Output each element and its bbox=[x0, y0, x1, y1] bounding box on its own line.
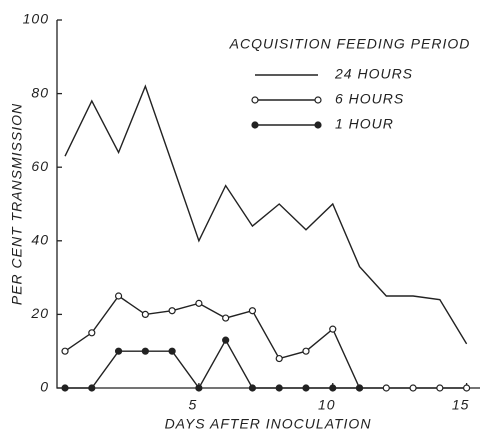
legend-title: ACQUISITION FEEDING PERIOD bbox=[229, 36, 471, 52]
point-marker bbox=[248, 384, 257, 392]
point-marker bbox=[275, 354, 283, 363]
point-marker bbox=[195, 299, 203, 307]
point-marker bbox=[409, 384, 417, 392]
legend-label: 6 HOURS bbox=[335, 91, 404, 107]
point-marker bbox=[436, 384, 444, 392]
point-marker bbox=[251, 121, 259, 129]
point-marker bbox=[251, 96, 259, 104]
series-line bbox=[64, 84, 468, 345]
point-marker bbox=[114, 292, 123, 300]
point-marker bbox=[114, 347, 123, 355]
point-marker bbox=[195, 384, 203, 392]
point-marker bbox=[168, 307, 176, 315]
point-marker bbox=[275, 384, 283, 392]
point-marker bbox=[329, 384, 337, 392]
point-marker bbox=[463, 384, 471, 392]
point-marker bbox=[141, 310, 149, 318]
legend-label: 1 HOUR bbox=[335, 116, 394, 132]
x-axis-label: DAYS AFTER INOCULATION bbox=[165, 416, 372, 432]
y-tick-label: 100 bbox=[23, 11, 49, 27]
legend-label: 24 HOURS bbox=[334, 66, 413, 82]
series-line bbox=[65, 338, 360, 390]
point-marker bbox=[61, 384, 69, 392]
y-tick-label: 0 bbox=[40, 379, 49, 395]
point-marker bbox=[302, 347, 310, 355]
point-marker bbox=[222, 336, 230, 344]
x-tick-label: 5 bbox=[188, 397, 197, 413]
point-marker bbox=[88, 384, 96, 392]
y-axis-label: PER CENT TRANSMISSION bbox=[9, 103, 25, 305]
x-tick-label: 10 bbox=[318, 397, 336, 413]
point-marker bbox=[222, 314, 230, 322]
point-marker bbox=[314, 96, 322, 104]
point-marker bbox=[248, 307, 257, 315]
point-marker bbox=[302, 384, 310, 392]
y-tick-label: 80 bbox=[31, 84, 49, 100]
series-line bbox=[64, 295, 467, 389]
y-tick-label: 40 bbox=[31, 232, 49, 248]
point-marker bbox=[141, 347, 149, 355]
point-marker bbox=[168, 347, 176, 355]
y-tick-label: 60 bbox=[31, 158, 49, 174]
x-tick-label: 15 bbox=[452, 397, 470, 413]
point-marker bbox=[88, 329, 96, 337]
point-marker bbox=[314, 121, 322, 129]
point-marker bbox=[61, 347, 69, 355]
point-marker bbox=[355, 384, 364, 392]
point-marker bbox=[329, 325, 337, 333]
y-tick-label: 20 bbox=[30, 305, 49, 321]
point-marker bbox=[382, 384, 390, 392]
